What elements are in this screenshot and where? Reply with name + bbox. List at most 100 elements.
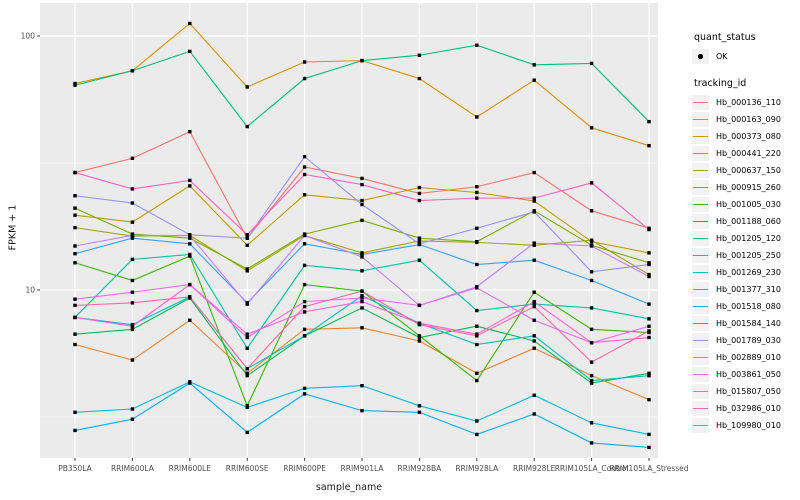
data-point — [188, 252, 192, 257]
legend-key-swatch — [692, 163, 709, 178]
data-point — [360, 58, 364, 63]
data-point — [417, 198, 422, 203]
data-point — [475, 196, 479, 200]
x-tick-label: RRIM600SE — [226, 464, 269, 473]
data-point — [589, 126, 594, 130]
data-point — [589, 341, 594, 345]
series-color-line-icon — [693, 186, 708, 189]
legend-label: Hb_002889_010 — [716, 353, 781, 362]
series-color-line-icon — [693, 152, 708, 155]
series-color-line-icon — [693, 424, 708, 427]
data-point — [302, 282, 307, 287]
data-point — [188, 184, 192, 188]
data-point — [245, 233, 249, 237]
data-point — [532, 199, 536, 203]
data-point — [302, 386, 307, 391]
data-point — [130, 236, 135, 240]
data-point — [360, 182, 364, 187]
legend-item-Hb_000915_260: Hb_000915_260 — [692, 179, 800, 196]
x-tick-label: RRIM928BA — [398, 464, 443, 473]
data-point — [532, 412, 536, 416]
data-point — [589, 209, 594, 213]
data-point — [589, 270, 594, 274]
data-point — [73, 297, 77, 301]
legend-label: Hb_015807_050 — [716, 387, 781, 396]
data-point — [647, 262, 651, 267]
data-point — [475, 115, 479, 119]
legend-label: Hb_001377_310 — [716, 285, 781, 294]
legend-item-Hb_002889_010: Hb_002889_010 — [692, 349, 800, 366]
legend-label: Hb_001205_120 — [716, 234, 781, 243]
data-point — [532, 243, 536, 247]
data-point — [245, 269, 249, 273]
x-tick-label: RRIM105LA_Control — [555, 464, 629, 473]
x-tick-label: RRIM901LA — [341, 464, 385, 473]
data-point — [73, 332, 77, 336]
data-point — [589, 238, 594, 242]
legend-item-ok: OK — [692, 48, 800, 65]
data-point — [475, 190, 479, 195]
data-point — [589, 278, 594, 283]
data-point — [589, 244, 594, 248]
data-point — [302, 327, 307, 332]
series-color-line-icon — [693, 390, 708, 393]
series-color-line-icon — [693, 305, 708, 308]
legend-label: Hb_032986_010 — [716, 404, 781, 413]
data-point — [589, 373, 594, 378]
data-point — [188, 49, 192, 54]
data-point — [417, 239, 422, 243]
data-point — [130, 69, 135, 73]
data-point — [188, 295, 192, 299]
data-point — [73, 194, 77, 198]
data-point — [360, 296, 364, 300]
data-point — [532, 339, 536, 343]
data-point — [417, 242, 422, 246]
legend-label: Hb_001188_060 — [716, 217, 781, 226]
series-color-line-icon — [693, 118, 708, 121]
data-point — [475, 308, 479, 313]
data-point — [245, 243, 249, 247]
data-point — [532, 304, 536, 309]
data-point — [73, 410, 77, 414]
data-point — [532, 63, 536, 67]
data-point — [73, 81, 77, 86]
data-point — [589, 360, 594, 364]
data-point — [417, 323, 422, 327]
data-point — [73, 213, 77, 217]
legend: quant_status OK tracking_id Hb_000136_11… — [692, 32, 800, 434]
data-point — [532, 318, 536, 322]
data-point — [417, 191, 422, 196]
series-color-line-icon — [693, 254, 708, 257]
data-point — [245, 85, 249, 89]
legend-key-swatch — [692, 129, 709, 144]
data-point — [475, 239, 479, 244]
data-point — [589, 441, 594, 445]
legend-label: Hb_001584_140 — [716, 319, 781, 328]
data-point — [589, 381, 594, 385]
legend-label: Hb_001789_030 — [716, 336, 781, 345]
data-point — [360, 269, 364, 273]
data-point — [647, 143, 651, 148]
data-point — [647, 119, 651, 124]
data-point — [532, 196, 536, 200]
data-point — [360, 299, 364, 304]
data-point — [647, 445, 651, 450]
data-point — [73, 170, 77, 175]
legend-key-swatch — [692, 214, 709, 229]
data-point — [532, 334, 536, 338]
data-point — [73, 244, 77, 248]
plot-area-svg: 10 100 PB350LA RRIM600LA RRIM600LE RRIM600SE R… — [21, 3, 689, 473]
legend-key-swatch — [692, 95, 709, 110]
data-point — [532, 170, 536, 175]
data-point — [130, 407, 135, 411]
legend-item-Hb_001205_120: Hb_001205_120 — [692, 230, 800, 247]
data-point — [360, 408, 364, 413]
data-point — [130, 324, 135, 328]
data-point — [360, 293, 364, 298]
data-point — [188, 129, 192, 134]
legend-key-swatch — [692, 299, 709, 314]
data-point — [130, 220, 135, 224]
data-point — [302, 242, 307, 246]
data-point — [302, 193, 307, 197]
